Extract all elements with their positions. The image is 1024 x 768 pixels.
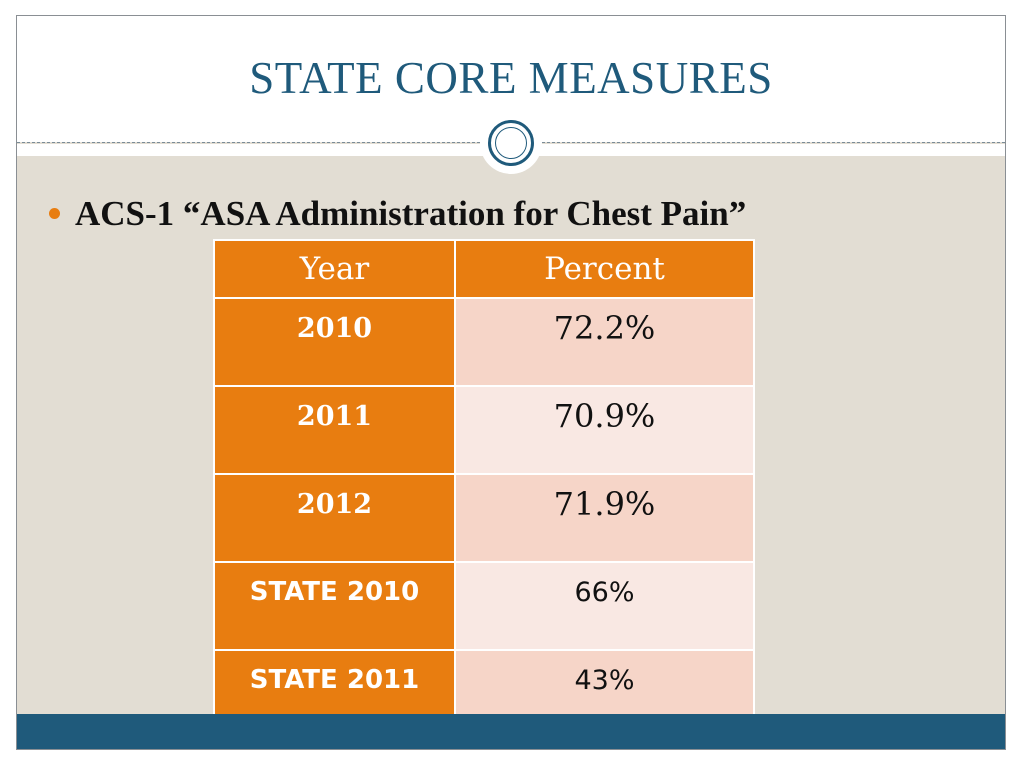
ornament-inner-ring [495, 127, 527, 159]
percent-cell: 72.2% [454, 297, 755, 387]
table-row: 2011 70.9% [213, 385, 755, 475]
slide-title: STATE CORE MEASURES [249, 53, 773, 103]
table-row: 2012 71.9% [213, 473, 755, 563]
header-year: Year [213, 239, 456, 299]
year-cell: STATE 2010 [213, 561, 456, 651]
measures-table: Year Percent 2010 72.2% 2011 70.9% 2012 … [213, 239, 755, 739]
year-cell: 2012 [213, 473, 456, 563]
table-row: STATE 2010 66% [213, 561, 755, 651]
year-cell: 2010 [213, 297, 456, 387]
percent-cell: 71.9% [454, 473, 755, 563]
percent-cell: 66% [454, 561, 755, 651]
bullet-text: ACS-1 “ASA Administration for Chest Pain… [75, 194, 747, 233]
slide-frame: STATE CORE MEASURES ACS-1 “ASA Administr… [16, 15, 1006, 750]
ornament-ring [488, 120, 534, 166]
table-header-row: Year Percent [213, 239, 755, 299]
table-row: 2010 72.2% [213, 297, 755, 387]
percent-cell: 70.9% [454, 385, 755, 475]
header-percent: Percent [454, 239, 755, 299]
year-cell: 2011 [213, 385, 456, 475]
circle-ornament-icon [480, 112, 542, 174]
footer-bar [17, 714, 1005, 749]
bullet-dot-icon [49, 208, 60, 219]
